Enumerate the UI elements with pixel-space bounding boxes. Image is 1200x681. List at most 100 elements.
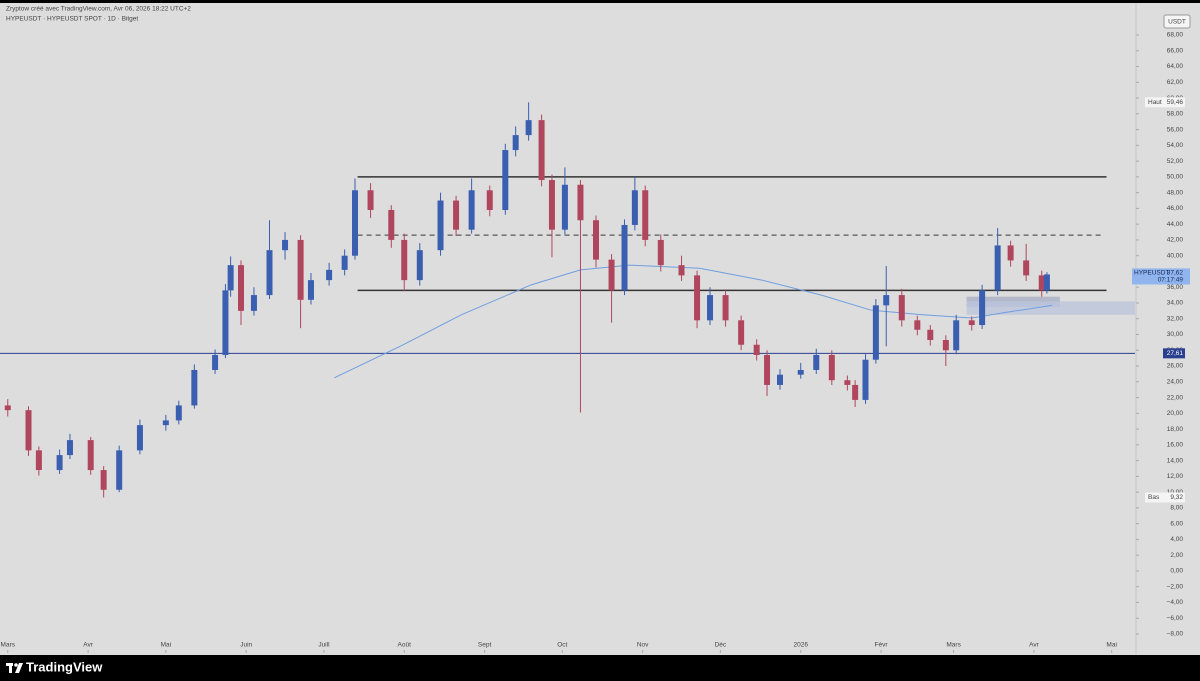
y-tick-label: 42,00 (1167, 237, 1184, 244)
y-tick-label: 68,00 (1167, 32, 1184, 39)
y-tick-label: 46,00 (1167, 205, 1184, 212)
zone (966, 301, 1135, 315)
candle-body (237, 265, 244, 311)
credit: Zryptow créé avec TradingView.com, Avr 0… (6, 6, 191, 13)
y-tick-label: 24,00 (1167, 379, 1184, 386)
candle-body (883, 295, 890, 306)
candle-body (753, 344, 760, 355)
candle-body (828, 354, 835, 381)
y-tick-label: 10,00 (1167, 489, 1184, 496)
x-tick-label: Nov (637, 642, 649, 649)
chart-background (0, 3, 1200, 655)
price-tag-label: 27,61 (1167, 350, 1184, 357)
x-tick-label: Oct (557, 642, 567, 649)
candle-body (914, 320, 921, 330)
price-tag (1163, 348, 1185, 359)
candle-body (538, 120, 545, 181)
candle-body (367, 190, 374, 210)
candle-body (175, 405, 182, 421)
candle-body (608, 259, 615, 291)
y-tick-label: 48,00 (1167, 189, 1184, 196)
y-tick-label: 52,00 (1167, 158, 1184, 165)
marker-tag (1145, 492, 1185, 503)
candle-body (862, 359, 869, 400)
x-tick-label: Juin (240, 642, 252, 649)
x-tick-label: Févr (875, 642, 889, 649)
y-tick-label: 26,00 (1167, 363, 1184, 370)
candle-body (100, 470, 107, 490)
candle-body (87, 440, 94, 471)
y-tick-label: 18,00 (1167, 426, 1184, 433)
candle-body (953, 320, 960, 351)
y-tick-label: 22,00 (1167, 394, 1184, 401)
last-price-tag (1132, 268, 1190, 285)
y-tick-label: 34,00 (1167, 300, 1184, 307)
y-tick-label: 4,00 (1170, 536, 1183, 543)
candle-body (341, 255, 348, 270)
y-tick-label: 14,00 (1167, 457, 1184, 464)
last-price: 37,62 (1167, 270, 1184, 277)
candle-body (191, 369, 198, 406)
y-tick-label: 62,00 (1167, 79, 1184, 86)
y-tick-label: 54,00 (1167, 142, 1184, 149)
candle-body (776, 374, 783, 385)
y-tick-label: 40,00 (1167, 252, 1184, 259)
candle-body (512, 135, 519, 151)
candle-body (593, 220, 600, 260)
candle-body (927, 329, 934, 341)
candle-body (979, 290, 986, 326)
candle-body (4, 405, 11, 411)
candle-body (212, 354, 219, 370)
candle-body (486, 190, 493, 210)
x-tick-label: Juill (318, 642, 330, 649)
currency: USDT (1168, 19, 1186, 26)
candle-body (1007, 245, 1014, 261)
candle-body (326, 269, 333, 281)
candle-body (502, 150, 509, 210)
candle-body (764, 354, 771, 385)
candle-body (678, 265, 685, 276)
candle-body (250, 295, 257, 311)
currency-box[interactable] (1163, 14, 1191, 29)
candle-body (116, 450, 123, 490)
x-tick-label: Avr (83, 642, 93, 649)
candle-body (401, 239, 408, 281)
y-tick-label: 44,00 (1167, 221, 1184, 228)
candle-body (642, 190, 649, 240)
candle-body (227, 265, 234, 291)
y-tick-label: 30,00 (1167, 331, 1184, 338)
y-tick-label: 36,00 (1167, 284, 1184, 291)
y-tick-label: 0,00 (1170, 568, 1183, 575)
y-tick-label: 6,00 (1170, 520, 1183, 527)
marker-name: Haut (1148, 99, 1162, 106)
moving-average (334, 264, 1053, 379)
candle-body (352, 190, 359, 256)
candle-body (282, 239, 289, 251)
candle-body (561, 184, 568, 230)
x-tick-label: Mai (1106, 642, 1116, 649)
y-tick-label: 16,00 (1167, 442, 1184, 449)
candle-body (437, 200, 444, 251)
candle-body (621, 224, 628, 291)
y-tick-label: 12,00 (1167, 473, 1184, 480)
candle-body (852, 384, 859, 400)
candle-body (222, 290, 229, 355)
y-tick-label: 64,00 (1167, 63, 1184, 70)
x-tick-label: Mars (946, 642, 961, 649)
last-name: HYPEUSDT (1134, 270, 1169, 277)
x-tick-label: Mai (161, 642, 171, 649)
brand: TradingView (26, 659, 103, 674)
candle-body (722, 295, 729, 321)
candle-body (307, 280, 314, 300)
y-tick-label: 56,00 (1167, 126, 1184, 133)
candle-body (66, 440, 73, 456)
marker-value: 59,46 (1167, 99, 1184, 106)
candle-body (898, 295, 905, 321)
x-tick-label: Mars (1, 642, 16, 649)
candle-body (942, 340, 949, 351)
candle-body (548, 180, 555, 230)
candle-body (25, 410, 32, 451)
candle-body (525, 120, 532, 136)
candle-body (136, 425, 143, 451)
